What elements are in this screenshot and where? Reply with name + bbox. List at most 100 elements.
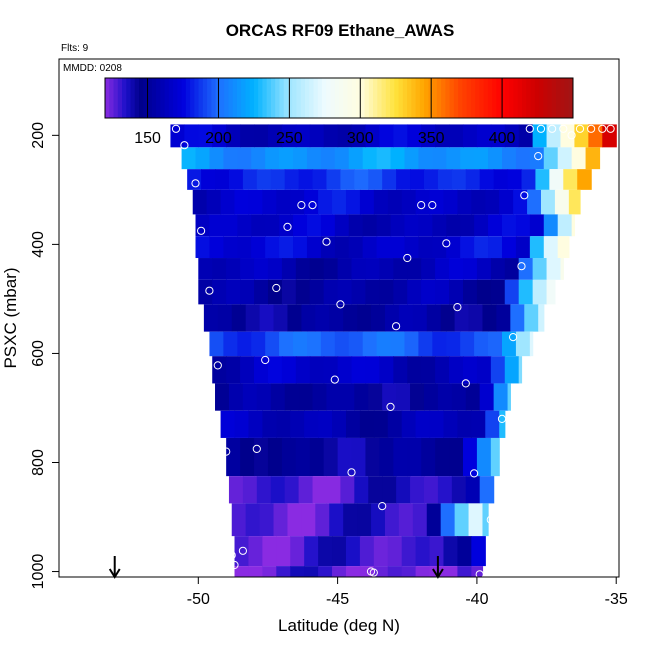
heat-cell — [410, 383, 425, 411]
colorbar-segment — [564, 78, 570, 118]
heat-cell — [415, 410, 431, 438]
heat-cell — [315, 503, 330, 537]
heat-cell — [309, 437, 325, 477]
heat-cell — [435, 258, 450, 280]
heat-cell — [507, 169, 523, 190]
heat-cell — [279, 331, 294, 357]
heat-cell — [460, 236, 475, 259]
heat-cell — [382, 476, 397, 504]
heat-cell — [276, 536, 291, 567]
heat-cell — [323, 258, 339, 280]
colorbar-segment — [509, 78, 514, 118]
heat-cell — [482, 503, 489, 537]
heat-cell — [281, 356, 297, 384]
heat-cell — [588, 124, 603, 148]
heat-cell — [396, 169, 411, 190]
colorbar-segment — [360, 78, 366, 118]
colorbar-segment — [292, 78, 297, 118]
heat-cell — [440, 503, 456, 537]
colorbar: 150 200 250 300 350 400 — [104, 77, 574, 147]
heat-cell — [201, 169, 216, 190]
heat-cell — [426, 304, 442, 332]
heat-cell — [298, 169, 314, 190]
heat-cell — [488, 236, 503, 259]
heat-cell — [396, 383, 411, 411]
axes: -50 -45 -40 -35 200 400 600 800 1000 — [30, 122, 628, 608]
sample-point — [567, 131, 576, 140]
heat-cell — [368, 383, 383, 411]
heat-cell — [518, 124, 534, 148]
sample-point — [347, 468, 356, 477]
heat-cell — [351, 356, 367, 384]
sample-point — [171, 124, 181, 133]
heat-cell — [209, 331, 224, 357]
heat-cell — [254, 124, 269, 148]
heat-cell — [501, 331, 517, 357]
colorbar-segment — [105, 78, 110, 118]
heat-cell — [234, 566, 250, 577]
heat-cell — [407, 356, 422, 384]
colorbar-segment — [275, 78, 280, 118]
heat-cell — [273, 304, 289, 332]
heat-cell — [251, 214, 266, 237]
heat-cell — [479, 476, 495, 504]
heat-cell — [501, 147, 517, 170]
heat-cell — [198, 258, 213, 280]
heat-cell — [301, 304, 316, 332]
heat-cell — [262, 536, 277, 567]
heat-cell — [482, 304, 498, 332]
heat-cell — [373, 536, 389, 567]
sample-point — [525, 124, 534, 133]
heat-cell — [529, 236, 545, 259]
heat-cell — [410, 476, 425, 504]
heat-cell — [390, 147, 406, 170]
colorbar-segment — [339, 78, 344, 118]
colorbar-segment — [530, 78, 536, 118]
colorbar-segment — [270, 78, 276, 118]
colorbar-segment — [351, 78, 357, 118]
heat-cell — [418, 214, 433, 237]
heat-cell — [387, 189, 403, 215]
heat-cell — [376, 331, 392, 357]
heat-cell — [170, 124, 185, 148]
colorbar-segment — [419, 78, 425, 118]
colorbar-segment — [181, 78, 187, 118]
heat-cell — [293, 147, 308, 170]
colorbar-tick-label: 400 — [489, 130, 516, 147]
heat-cell — [323, 279, 339, 305]
heat-cell — [295, 124, 311, 148]
sample-point — [378, 502, 387, 511]
heat-cell — [293, 331, 308, 357]
heat-cell — [474, 214, 489, 237]
colorbar-segment — [164, 78, 170, 118]
heat-cell — [557, 214, 573, 237]
x-tick-label: -40 — [465, 591, 488, 608]
heat-cell — [240, 437, 255, 477]
heat-cell — [320, 236, 336, 259]
heat-cell — [457, 566, 472, 577]
colorbar-segment — [326, 78, 331, 118]
sample-point — [417, 201, 426, 210]
heat-cell — [479, 169, 495, 190]
heat-cell — [256, 476, 272, 504]
sample-point — [442, 239, 451, 248]
heat-cell — [262, 410, 277, 438]
heat-cell — [421, 279, 436, 305]
sample-point — [191, 179, 200, 188]
heat-cell — [421, 437, 436, 477]
heat-cell — [457, 189, 472, 215]
heat-cell — [343, 304, 358, 332]
colorbar-segment — [356, 78, 361, 118]
colorbar-segment — [526, 78, 531, 118]
heat-cell — [270, 169, 286, 190]
heat-cell — [465, 383, 481, 411]
heat-cell — [287, 503, 302, 537]
heat-cell — [387, 536, 403, 567]
x-tick-label: -45 — [326, 591, 349, 608]
heat-cell — [476, 124, 492, 148]
heat-cell — [267, 258, 283, 280]
heat-cell — [226, 258, 241, 280]
colorbar-segment — [168, 78, 174, 118]
heat-cell — [212, 279, 227, 305]
colorbar-segment — [462, 78, 468, 118]
